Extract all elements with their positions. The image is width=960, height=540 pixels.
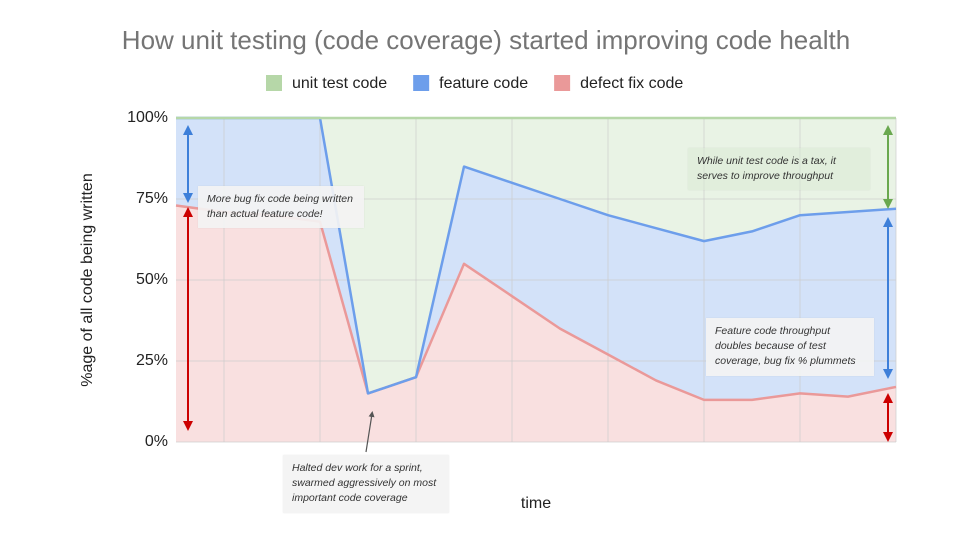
legend-swatch (266, 75, 282, 91)
y-tick-label: 100% (127, 109, 168, 126)
y-tick-label: 25% (136, 352, 168, 369)
legend-label: feature code (439, 75, 528, 92)
arrow (365, 411, 375, 453)
y-tick-label: 75% (136, 190, 168, 207)
annotation: More bug fix code being written than act… (198, 186, 364, 229)
y-tick-label: 0% (145, 433, 168, 450)
legend-label: defect fix code (580, 75, 683, 92)
arrows (183, 125, 893, 453)
annotation: Halted dev work for a sprint, swarmed ag… (283, 455, 449, 513)
legend-label: unit test code (292, 75, 387, 92)
annotation: Feature code throughput doubles because … (706, 318, 874, 376)
x-axis-label: time (521, 495, 551, 512)
chart-title: How unit testing (code coverage) started… (122, 25, 850, 55)
legend-swatch (554, 75, 571, 91)
annotation: While unit test code is a tax, it serves… (688, 148, 870, 191)
y-axis-label: %age of all code being written (79, 173, 96, 386)
area (176, 205, 896, 442)
legend-swatch (413, 75, 430, 91)
y-tick-label: 50% (136, 271, 168, 288)
